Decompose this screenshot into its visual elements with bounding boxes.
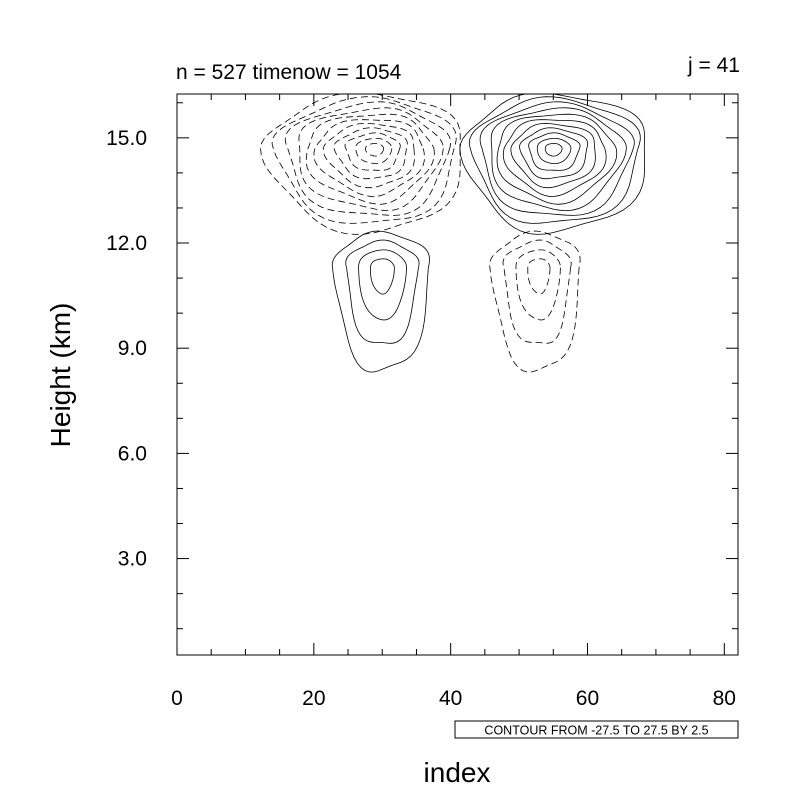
y-axis-label: Height (km) bbox=[45, 303, 76, 448]
right-title: j = 41 bbox=[687, 54, 740, 77]
negative-contour bbox=[305, 113, 435, 205]
positive-contour bbox=[496, 113, 618, 205]
positive-contour bbox=[528, 132, 581, 171]
positive-contour bbox=[345, 239, 420, 344]
negative-contour bbox=[271, 96, 457, 224]
y-tick-label: 12.0 bbox=[106, 232, 147, 255]
x-tick-label: 20 bbox=[302, 687, 325, 710]
y-tick-label: 15.0 bbox=[106, 127, 147, 150]
x-tick-label: 0 bbox=[171, 687, 183, 710]
positive-contour bbox=[370, 258, 395, 295]
negative-contour bbox=[284, 101, 452, 216]
tick-labels: 0 20 40 60 80 3.0 6.0 9.0 12.0 15.0 bbox=[106, 127, 736, 710]
y-tick-label: 6.0 bbox=[118, 442, 147, 465]
positive-contour bbox=[490, 107, 627, 212]
negative-contour bbox=[515, 249, 561, 321]
positive-contour bbox=[331, 230, 430, 373]
plot-frame bbox=[176, 93, 739, 656]
info-label-box bbox=[454, 720, 739, 739]
x-axis-label: index bbox=[424, 757, 491, 788]
negative-contour bbox=[527, 258, 551, 295]
info-label: CONTOUR FROM -27.5 TO 27.5 BY 2.5 bbox=[484, 724, 708, 738]
negative-contour bbox=[355, 138, 393, 164]
y-tick-label: 9.0 bbox=[118, 337, 147, 360]
positive-contour bbox=[479, 101, 635, 216]
negative-contour bbox=[365, 143, 384, 157]
positive-contour bbox=[519, 127, 589, 180]
positive-contour bbox=[358, 249, 407, 321]
negative-contour bbox=[313, 119, 425, 197]
positive-contour bbox=[536, 138, 572, 164]
positive-contour bbox=[502, 119, 607, 197]
axis-ticks bbox=[176, 94, 738, 655]
y-tick-label: 3.0 bbox=[118, 548, 147, 571]
negative-contour bbox=[322, 122, 415, 189]
negative-contour bbox=[344, 132, 401, 171]
negative-contour bbox=[333, 127, 408, 180]
left-title: n = 527 timenow = 1054 bbox=[176, 61, 402, 84]
x-tick-label: 80 bbox=[713, 687, 736, 710]
negative-contour bbox=[489, 230, 581, 373]
negative-contour bbox=[260, 94, 461, 235]
negative-contour bbox=[298, 107, 444, 212]
x-tick-label: 60 bbox=[576, 687, 599, 710]
positive-contour bbox=[468, 96, 641, 224]
x-tick-label: 40 bbox=[439, 687, 462, 710]
positive-contour bbox=[510, 122, 596, 189]
contour-lines bbox=[260, 94, 645, 373]
positive-contour bbox=[544, 143, 563, 157]
